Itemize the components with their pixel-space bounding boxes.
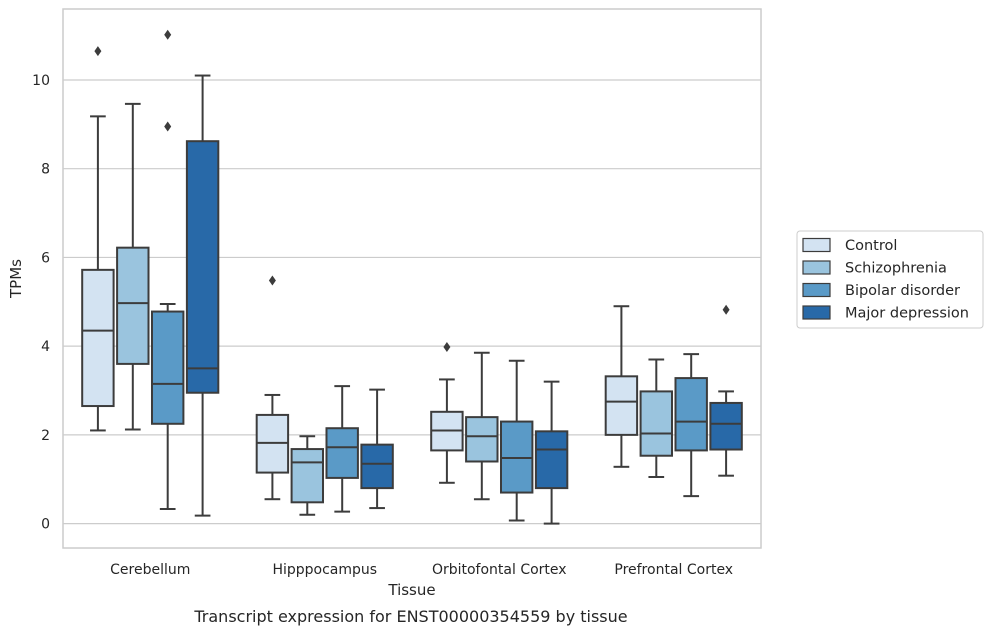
legend-label: Bipolar disorder <box>845 283 960 299</box>
iqr-box <box>150 310 185 425</box>
box-series <box>81 29 743 525</box>
box-1-0 <box>255 275 290 501</box>
outlier-point <box>164 29 172 40</box>
iqr-box <box>81 268 115 408</box>
box-0-3 <box>185 74 220 517</box>
box-1-3 <box>360 388 394 510</box>
legend-swatch <box>802 237 831 253</box>
iqr-box <box>360 443 394 490</box>
box-2-1 <box>465 351 499 501</box>
iqr-box <box>116 246 150 365</box>
iqr-box <box>604 375 639 436</box>
x-tick-label: Orbitofontal Cortex <box>432 562 567 578</box>
legend-item: Major depression <box>802 305 969 322</box>
outlier-point <box>94 46 102 57</box>
y-tick-labels: 0 2 4 6 8 10 <box>32 73 50 533</box>
legend-label: Major depression <box>845 306 969 322</box>
outlier-point <box>443 342 451 353</box>
legend-items: Control Schizophrenia Bipolar disorder Majo… <box>802 237 969 322</box>
chart-caption: Transcript expression for ENST0000035455… <box>193 607 627 626</box>
legend-label: Schizophrenia <box>845 261 947 277</box>
legend-swatch <box>802 260 831 275</box>
outlier-point <box>722 304 730 315</box>
y-tick-label: 2 <box>41 428 50 444</box>
iqr-box <box>534 430 569 490</box>
x-tick-label: Prefrontal Cortex <box>614 562 733 578</box>
box-1-2 <box>325 385 359 513</box>
legend-item: Bipolar disorder <box>802 282 960 299</box>
x-axis-label: Tissue <box>387 581 435 599</box>
x-tick-label: Cerebellum <box>110 562 190 578</box>
box-3-3 <box>709 304 743 477</box>
outlier-point <box>164 121 172 132</box>
legend-swatch <box>802 305 831 320</box>
legend-label: Control <box>845 238 897 254</box>
box-3-0 <box>604 305 639 468</box>
box-2-0 <box>430 342 464 484</box>
plot-frame <box>62 8 762 549</box>
iqr-box <box>325 427 359 479</box>
y-tick-label: 4 <box>41 339 50 355</box>
box-1-1 <box>290 435 325 516</box>
box-3-1 <box>639 358 674 479</box>
y-tick-label: 8 <box>41 162 50 178</box>
iqr-box <box>674 377 708 452</box>
iqr-box <box>465 416 499 463</box>
iqr-box <box>290 448 325 504</box>
iqr-box <box>639 390 674 457</box>
iqr-box <box>185 140 220 394</box>
y-axis-label: TPMs <box>7 259 25 299</box>
x-tick-labels: Cerebellum Hipppocampus Orbitofontal Corte… <box>110 562 733 578</box>
y-tick-label: 0 <box>41 517 50 533</box>
iqr-box <box>709 401 743 451</box>
y-tick-label: 6 <box>41 250 50 266</box>
legend-frame <box>796 230 984 329</box>
box-0-1 <box>116 102 150 431</box>
box-3-2 <box>674 353 708 498</box>
legend: Control Schizophrenia Bipolar disorder Majo… <box>796 230 984 329</box>
x-tick-label: Hipppocampus <box>272 562 377 578</box>
box-2-2 <box>499 359 534 522</box>
box-0-0 <box>81 46 115 432</box>
box-2-3 <box>534 380 569 525</box>
outlier-point <box>268 275 276 286</box>
legend-item: Control <box>802 237 897 254</box>
box-0-2 <box>150 29 185 510</box>
legend-item: Schizophrenia <box>802 260 947 277</box>
legend-swatch <box>802 282 831 298</box>
y-tick-label: 10 <box>32 73 50 89</box>
